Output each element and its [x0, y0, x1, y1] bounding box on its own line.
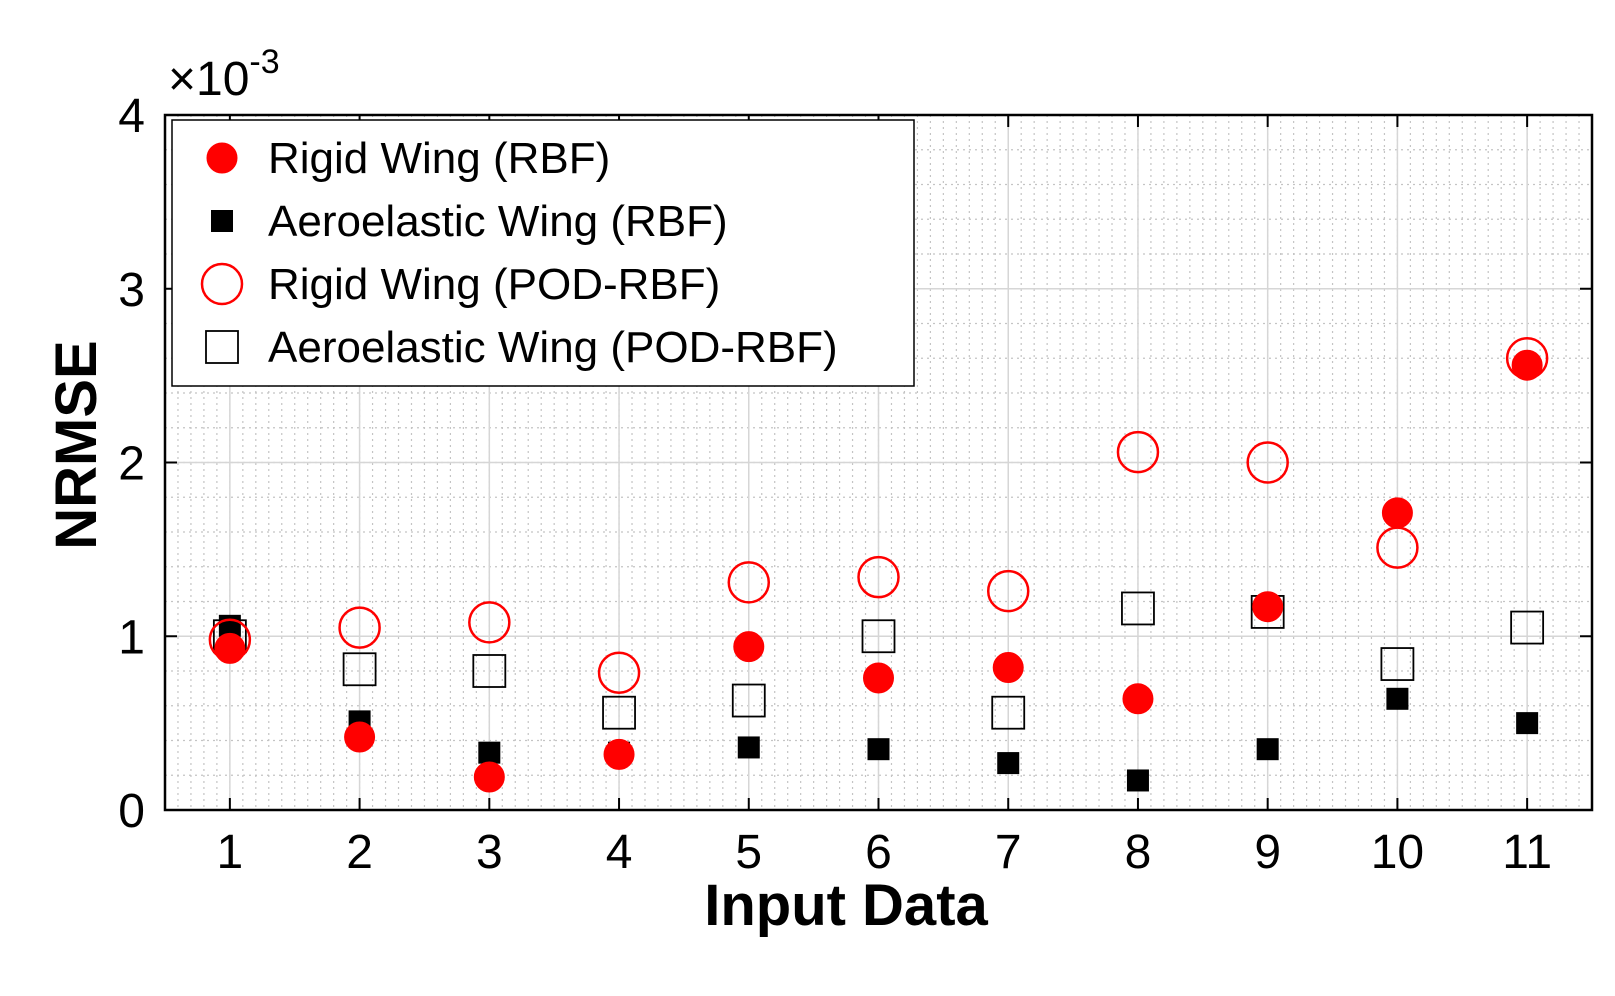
- data-point: [1505, 337, 1549, 380]
- x-tick-label: 6: [865, 826, 892, 879]
- series-filled-circle: [214, 349, 1543, 793]
- data-point: [857, 555, 900, 599]
- data-point: [344, 721, 376, 753]
- legend-entry-label: Rigid Wing (RBF): [268, 134, 610, 183]
- legend-marker: [205, 330, 239, 364]
- x-tick-label: 4: [606, 826, 633, 879]
- data-point: [472, 654, 507, 688]
- data-point: [1116, 430, 1160, 474]
- data-point: [986, 569, 1030, 613]
- data-point: [468, 601, 511, 644]
- x-tick-label: 11: [1502, 826, 1552, 879]
- data-series: [208, 337, 1549, 793]
- data-point: [1246, 441, 1289, 484]
- data-point: [991, 695, 1026, 730]
- data-point: [473, 761, 505, 793]
- y-tick-label: 1: [118, 611, 145, 664]
- y-tick-label: 3: [118, 264, 145, 317]
- data-point: [727, 561, 771, 604]
- data-point: [597, 651, 641, 694]
- legend-marker: [200, 262, 244, 306]
- x-tick-label: 1: [217, 826, 244, 879]
- data-point: [1511, 349, 1543, 381]
- legend-marker: [211, 210, 233, 232]
- legend-marker: [206, 142, 238, 174]
- x-axis-ticks: 1 2 3 4 5 6 7 8 9 10 11: [217, 115, 1552, 879]
- x-tick-label: 5: [735, 826, 762, 879]
- y-axis-ticks: 0 1 2 3 4: [118, 90, 1592, 838]
- y-multiplier-base: ×10: [168, 53, 249, 106]
- y-multiplier: ×10-3: [168, 43, 280, 106]
- x-tick-label: 9: [1254, 826, 1281, 879]
- data-point: [1381, 497, 1413, 529]
- data-point: [1376, 526, 1419, 569]
- data-point: [338, 606, 381, 649]
- series-open-square: [212, 591, 1545, 730]
- y-axis-label: NRMSE: [44, 340, 109, 549]
- legend: Rigid Wing (RBF) Aeroelastic Wing (RBF) Ri…: [171, 119, 915, 387]
- x-tick-label: 7: [995, 826, 1022, 879]
- legend-entry-label: Aeroelastic Wing (POD-RBF): [268, 323, 838, 372]
- data-point: [1510, 610, 1545, 645]
- data-point: [733, 631, 765, 663]
- data-point: [863, 662, 894, 694]
- y-tick-label: 2: [118, 438, 145, 491]
- data-point: [1380, 647, 1415, 681]
- data-point: [992, 652, 1024, 684]
- data-point: [602, 695, 636, 730]
- data-point: [1386, 687, 1409, 710]
- legend-entry-label: Aeroelastic Wing (RBF): [268, 197, 728, 246]
- data-point: [997, 752, 1020, 775]
- x-tick-label: 2: [346, 826, 373, 879]
- x-tick-label: 10: [1371, 826, 1424, 879]
- series-open-circle: [208, 337, 1549, 694]
- data-point: [603, 738, 635, 770]
- data-point: [737, 736, 760, 759]
- data-point: [1121, 591, 1155, 626]
- x-tick-label: 3: [476, 826, 503, 879]
- y-tick-label: 4: [118, 90, 145, 143]
- data-point: [731, 683, 766, 718]
- data-point: [1516, 712, 1539, 735]
- data-point: [208, 618, 252, 661]
- y-multiplier-exponent: -3: [249, 43, 279, 81]
- y-tick-label: 0: [118, 785, 145, 838]
- data-point: [478, 741, 501, 764]
- legend-entry-label: Rigid Wing (POD-RBF): [268, 260, 720, 309]
- x-tick-label: 8: [1125, 826, 1152, 879]
- data-point: [1252, 591, 1284, 623]
- data-point: [214, 632, 246, 664]
- data-point: [342, 652, 377, 687]
- data-point: [1122, 683, 1154, 715]
- x-axis-label: Input Data: [704, 873, 988, 938]
- data-point: [861, 619, 896, 654]
- data-point: [1256, 738, 1279, 761]
- data-point: [1126, 769, 1149, 792]
- legend-box: [171, 119, 915, 387]
- data-point: [867, 738, 890, 761]
